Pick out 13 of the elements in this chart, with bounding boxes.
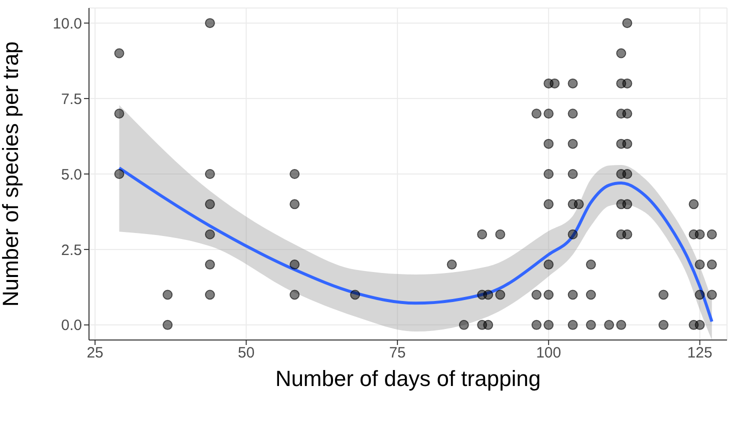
x-tick-label: 75 xyxy=(389,344,406,362)
y-axis-title: Number of species per trap xyxy=(0,41,23,307)
y-tick-label: 0.0 xyxy=(61,317,82,334)
x-tick-label: 125 xyxy=(687,344,712,362)
x-axis-title: Number of days of trapping xyxy=(275,366,541,391)
x-tick-label: 100 xyxy=(536,344,562,362)
line-series xyxy=(118,166,714,324)
x-tick-label: 25 xyxy=(86,344,104,362)
y-tick-label: 7.5 xyxy=(61,90,82,108)
y-tick-label: 10.0 xyxy=(52,15,82,32)
y-tick-label: 5.0 xyxy=(61,166,82,184)
x-tick-label: 50 xyxy=(238,344,255,362)
y-tick-label: 2.5 xyxy=(61,242,82,259)
